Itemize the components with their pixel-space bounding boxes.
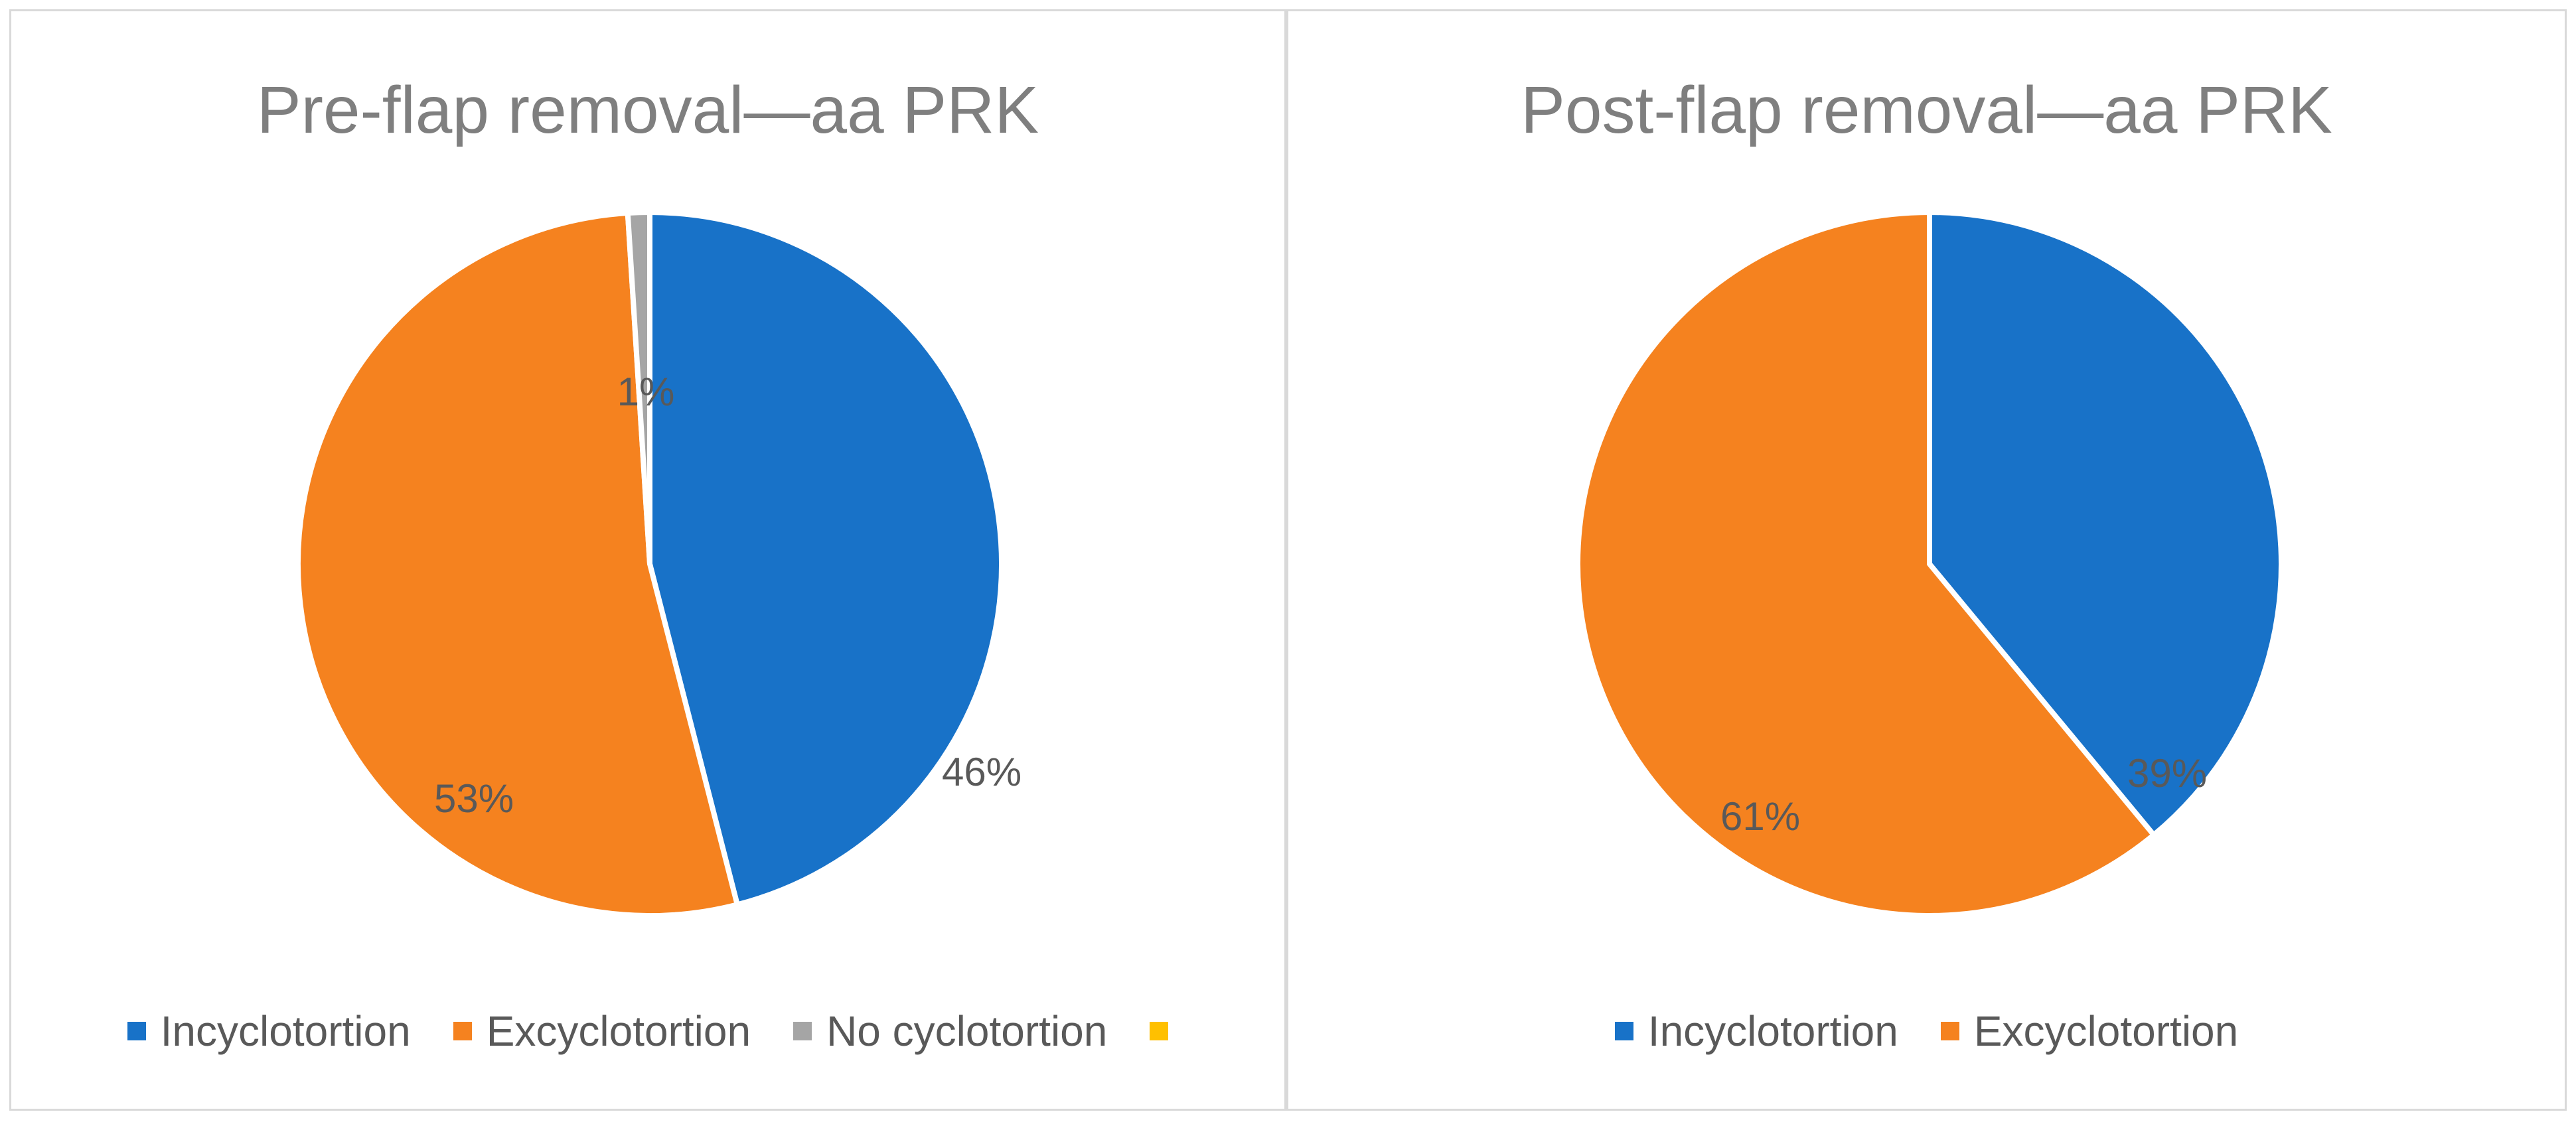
legend-swatch bbox=[1614, 1022, 1633, 1040]
data-label-no-cyclotortion: 1% bbox=[617, 370, 675, 414]
legend-item-incyclotortion: Incyclotortion bbox=[127, 1007, 411, 1056]
chart-panel-pre-flap: Pre-flap removal—aa PRK 46% 53% 1% Incyclo… bbox=[9, 9, 1286, 1111]
chart-title: Pre-flap removal—aa PRK bbox=[256, 73, 1039, 147]
legend-swatch bbox=[1940, 1022, 1959, 1040]
pie-chart: 46% 53% 1% bbox=[295, 210, 1022, 918]
legend-label: Incyclotortion bbox=[160, 1007, 411, 1055]
legend-swatch bbox=[1150, 1022, 1169, 1040]
pie-slice-incyclotortion bbox=[647, 210, 1004, 908]
chart-panel-post-flap: Post-flap removal—aa PRK 39% 61% Incyclot… bbox=[1286, 9, 2567, 1111]
legend-label: Excyclotortion bbox=[1973, 1007, 2239, 1055]
legend-item-incyclotortion: Incyclotortion bbox=[1614, 1007, 1898, 1056]
pie-slice-excyclotortion bbox=[1575, 210, 2157, 918]
legend-swatch bbox=[793, 1022, 812, 1040]
legend-item-excyclotortion: Excyclotortion bbox=[1940, 1007, 2239, 1056]
pie-slice-incyclotortion bbox=[1927, 210, 2284, 838]
chart-legend: Incyclotortion Excyclotortion bbox=[1288, 1007, 2565, 1056]
data-label-incyclotortion: 39% bbox=[2127, 751, 2207, 796]
legend-swatch bbox=[453, 1022, 472, 1040]
pie-slice-no-cyclotortion bbox=[625, 210, 652, 567]
chart-title: Post-flap removal—aa PRK bbox=[1521, 73, 2332, 147]
pie-slice-excyclotortion bbox=[295, 210, 740, 918]
legend-label: Incyclotortion bbox=[1647, 1007, 1898, 1055]
legend-item-blank bbox=[1150, 1022, 1169, 1040]
legend-label: No cyclotortion bbox=[826, 1007, 1108, 1055]
pie-chart: 39% 61% bbox=[1575, 210, 2284, 918]
chart-legend: Incyclotortion Excyclotortion No cyclotort… bbox=[11, 1007, 1284, 1056]
legend-item-excyclotortion: Excyclotortion bbox=[453, 1007, 751, 1056]
data-label-excyclotortion: 53% bbox=[434, 776, 514, 821]
legend-label: Excyclotortion bbox=[486, 1007, 751, 1055]
legend-swatch bbox=[127, 1022, 146, 1040]
data-label-excyclotortion: 61% bbox=[1720, 794, 1800, 839]
legend-item-no-cyclotortion: No cyclotortion bbox=[793, 1007, 1107, 1056]
data-label-incyclotortion: 46% bbox=[942, 750, 1022, 794]
